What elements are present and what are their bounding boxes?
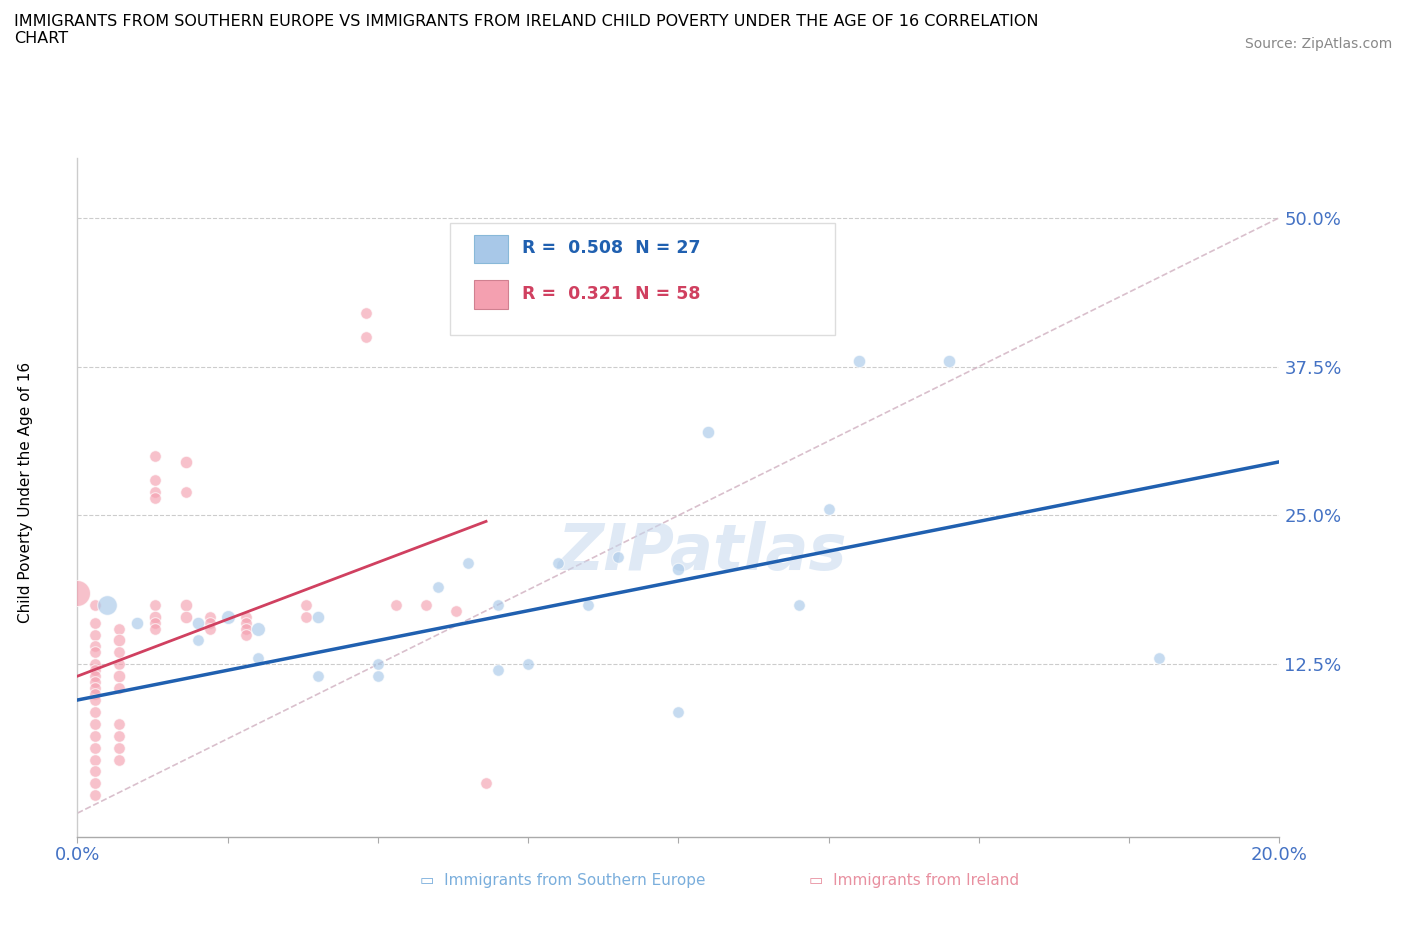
Point: [938, 353, 960, 368]
Point: [84, 788, 107, 803]
Point: [145, 485, 167, 499]
Point: [235, 615, 257, 630]
Point: [1149, 651, 1171, 666]
Point: [127, 615, 149, 630]
Point: [108, 740, 131, 755]
Text: ▭  Immigrants from Southern Europe: ▭ Immigrants from Southern Europe: [419, 873, 706, 888]
Text: Child Poverty Under the Age of 16: Child Poverty Under the Age of 16: [18, 363, 32, 623]
Point: [294, 609, 316, 624]
Point: [84, 597, 107, 612]
Point: [848, 353, 870, 368]
Point: [84, 615, 107, 630]
Point: [84, 639, 107, 654]
Text: ZIPatlas: ZIPatlas: [558, 521, 848, 583]
Point: [145, 597, 167, 612]
Point: [84, 627, 107, 642]
Point: [84, 740, 107, 755]
Point: [84, 693, 107, 708]
Point: [217, 609, 239, 624]
Point: [235, 627, 257, 642]
Point: [787, 597, 810, 612]
Point: [668, 562, 690, 577]
Point: [697, 425, 720, 440]
Point: [235, 621, 257, 636]
Point: [235, 609, 257, 624]
Point: [84, 657, 107, 671]
Point: [84, 764, 107, 779]
Point: [354, 305, 377, 320]
Point: [145, 615, 167, 630]
Point: [576, 597, 599, 612]
Point: [367, 669, 389, 684]
Point: [354, 329, 377, 344]
Point: [84, 644, 107, 659]
Point: [108, 633, 131, 648]
Point: [84, 686, 107, 701]
Point: [246, 621, 269, 636]
Point: [84, 752, 107, 767]
Text: R =  0.508  N = 27: R = 0.508 N = 27: [522, 239, 700, 258]
Point: [668, 705, 690, 720]
Text: 20.0%: 20.0%: [1251, 846, 1308, 864]
Point: [108, 657, 131, 671]
Point: [145, 621, 167, 636]
Point: [145, 609, 167, 624]
Point: [198, 609, 221, 624]
Point: [186, 615, 209, 630]
Point: [84, 776, 107, 790]
Point: [817, 502, 839, 517]
Point: [108, 681, 131, 696]
Point: [108, 716, 131, 731]
Point: [444, 604, 467, 618]
Text: R =  0.321  N = 58: R = 0.321 N = 58: [522, 285, 700, 303]
Text: ▭  Immigrants from Ireland: ▭ Immigrants from Ireland: [808, 873, 1019, 888]
Point: [108, 621, 131, 636]
Point: [108, 728, 131, 743]
Point: [367, 657, 389, 671]
Point: [84, 728, 107, 743]
Point: [294, 597, 316, 612]
Bar: [474, 234, 508, 263]
Point: [607, 550, 630, 565]
Point: [84, 675, 107, 690]
Point: [307, 669, 329, 684]
Text: Source: ZipAtlas.com: Source: ZipAtlas.com: [1244, 37, 1392, 51]
Point: [108, 669, 131, 684]
Point: [486, 597, 509, 612]
Point: [84, 705, 107, 720]
Point: [415, 597, 437, 612]
Text: IMMIGRANTS FROM SOUTHERN EUROPE VS IMMIGRANTS FROM IRELAND CHILD POVERTY UNDER T: IMMIGRANTS FROM SOUTHERN EUROPE VS IMMIG…: [14, 14, 1039, 46]
Point: [96, 597, 118, 612]
Point: [174, 597, 197, 612]
Point: [84, 716, 107, 731]
Text: 0.0%: 0.0%: [55, 846, 100, 864]
Point: [186, 633, 209, 648]
Point: [84, 681, 107, 696]
Point: [427, 579, 450, 594]
Point: [174, 609, 197, 624]
Bar: [474, 280, 508, 309]
Point: [174, 455, 197, 470]
Point: [198, 615, 221, 630]
Point: [198, 621, 221, 636]
Point: [547, 555, 569, 570]
Point: [517, 657, 540, 671]
Point: [145, 490, 167, 505]
Point: [174, 485, 197, 499]
Point: [457, 555, 479, 570]
FancyBboxPatch shape: [450, 222, 835, 335]
Point: [84, 669, 107, 684]
Point: [108, 752, 131, 767]
Point: [246, 651, 269, 666]
Point: [475, 776, 498, 790]
Point: [486, 663, 509, 678]
Point: [108, 644, 131, 659]
Point: [385, 597, 408, 612]
Point: [307, 609, 329, 624]
Point: [66, 585, 89, 600]
Point: [145, 448, 167, 463]
Point: [84, 663, 107, 678]
Point: [145, 472, 167, 487]
